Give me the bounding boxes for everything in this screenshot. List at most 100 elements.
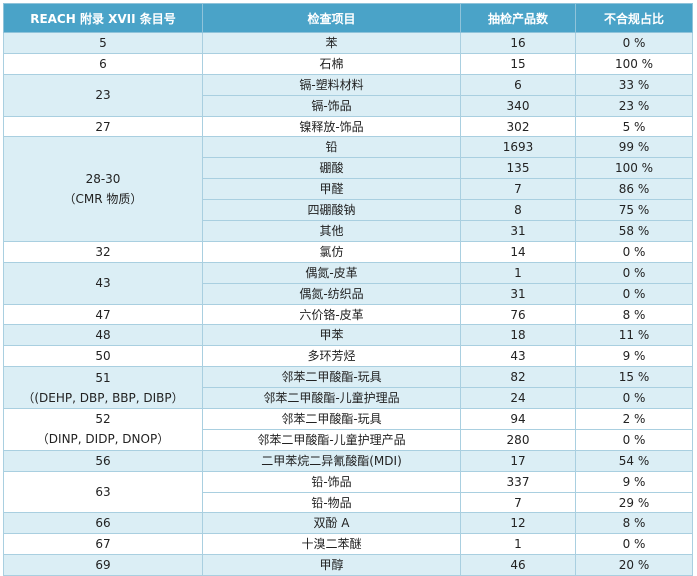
table-row: 28-30 （CMR 物质） 铅 1693 99 % — [3, 136, 693, 242]
entry-line: 69 — [95, 558, 111, 573]
item-cell: 硼酸 — [202, 157, 461, 180]
entry-cell: 50 — [3, 345, 203, 368]
rate-cell: 0 % — [575, 428, 693, 451]
item-cell: 甲醛 — [202, 178, 461, 201]
count-cell: 31 — [460, 282, 576, 305]
rate-cell: 99 % — [575, 136, 693, 159]
entry-line: 63 — [95, 485, 111, 500]
table-row: 48 甲苯 18 11 % — [3, 324, 693, 347]
entry-line: 27 — [95, 119, 111, 134]
entry-cell: 6 — [3, 52, 203, 75]
count-cell: 7 — [460, 178, 576, 201]
entry-line: 48 — [95, 328, 111, 343]
rate-cell: 100 % — [575, 157, 693, 180]
table-row: 52 （DINP, DIDP, DNOP） 邻苯二甲酸酯-玩具 94 2 % — [3, 408, 693, 451]
reach-table: REACH 附录 XVII 条目号 检查项目 抽检产品数 不合规占比 5 苯 16 0 % 6… — [3, 3, 693, 576]
entry-cell: 5 — [3, 32, 203, 54]
count-cell: 24 — [460, 387, 576, 410]
rate-cell: 8 % — [575, 512, 693, 535]
count-cell: 7 — [460, 491, 576, 514]
item-cell: 镍释放-饰品 — [202, 115, 461, 138]
count-cell: 340 — [460, 94, 576, 117]
count-cell: 1 — [460, 533, 576, 556]
table-row: 66 双酚 A 12 8 % — [3, 512, 693, 535]
entry-line: 28-30 — [85, 172, 121, 187]
table-row: 镉-饰品 340 23 % — [4, 94, 693, 117]
rate-cell: 33 % — [575, 73, 693, 96]
count-cell: 46 — [460, 554, 576, 576]
table-row: 51 （(DEHP, DBP, BBP, DIBP） 邻苯二甲酸酯-玩具 82 15 % — [3, 366, 693, 410]
entry-cell: 23 — [3, 73, 203, 117]
rate-cell: 75 % — [575, 199, 693, 222]
entry-cell: 63 — [3, 470, 203, 514]
rate-cell: 2 % — [575, 408, 693, 430]
entry-line: 50 — [95, 349, 111, 364]
table-row: 5 苯 16 0 % — [3, 32, 693, 54]
entry-line: 23 — [95, 88, 111, 103]
table-row: 56 二甲苯烷二异氰酸酯(MDI) 17 54 % — [3, 449, 693, 472]
count-cell: 8 — [460, 199, 576, 222]
item-cell: 偶氮-皮革 — [202, 261, 461, 284]
header-cell: REACH 附录 XVII 条目号 — [3, 3, 203, 33]
item-cell: 双酚 A — [202, 512, 461, 535]
entry-line: 51 — [95, 370, 111, 385]
rate-cell: 54 % — [575, 449, 693, 472]
entry-cell: 48 — [3, 324, 203, 347]
table-body: 5 苯 16 0 % 6 石棉 15 100 % 23 镉-塑料材料 6 33 % 镉-饰品 340 23 … — [3, 32, 693, 576]
table-row: 43 偶氮-皮革 1 0 % — [3, 261, 693, 305]
table-row: 偶氮-纺织品 31 0 % — [4, 282, 693, 305]
rate-cell: 86 % — [575, 178, 693, 201]
item-cell: 铅-物品 — [202, 491, 461, 514]
entry-cell: 66 — [3, 512, 203, 535]
table-row: 6 石棉 15 100 % — [3, 52, 693, 75]
entry-line: 5 — [99, 35, 107, 50]
entry-line: 52 — [95, 412, 111, 427]
rate-cell: 0 % — [575, 533, 693, 556]
item-cell: 邻苯二甲酸酯-玩具 — [202, 408, 461, 430]
count-cell: 337 — [460, 470, 576, 493]
count-cell: 6 — [460, 73, 576, 96]
item-cell: 六价铬-皮革 — [202, 303, 461, 326]
rate-cell: 100 % — [575, 52, 693, 75]
count-cell: 302 — [460, 115, 576, 138]
table-row: 四硼酸钠 8 75 % — [4, 199, 693, 222]
item-cell: 其他 — [202, 220, 461, 242]
header-cell: 检查项目 — [202, 3, 461, 33]
table-row: 47 六价铬-皮革 76 8 % — [3, 303, 693, 326]
table-row: 67 十溴二苯醚 1 0 % — [3, 533, 693, 556]
count-cell: 18 — [460, 324, 576, 347]
count-cell: 76 — [460, 303, 576, 326]
table-row: 27 镍释放-饰品 302 5 % — [3, 115, 693, 138]
entry-cell: 32 — [3, 240, 203, 263]
entry-cell: 56 — [3, 449, 203, 472]
entry-line: 67 — [95, 537, 111, 552]
table-row: 32 氯仿 14 0 % — [3, 240, 693, 263]
entry-line: 66 — [95, 516, 111, 531]
entry-cell: 28-30 （CMR 物质） — [3, 136, 203, 242]
rate-cell: 29 % — [575, 491, 693, 514]
entry-cell: 51 （(DEHP, DBP, BBP, DIBP） — [3, 366, 203, 410]
count-cell: 280 — [460, 428, 576, 451]
table-row: 23 镉-塑料材料 6 33 % — [3, 73, 693, 117]
item-cell: 邻苯二甲酸酯-玩具 — [202, 366, 461, 389]
count-cell: 82 — [460, 366, 576, 389]
entry-line: （CMR 物质） — [63, 192, 143, 207]
entry-line: 32 — [95, 244, 111, 259]
entry-cell: 43 — [3, 261, 203, 305]
item-cell: 邻苯二甲酸酯-儿童护理品 — [202, 387, 461, 410]
count-cell: 1693 — [460, 136, 576, 159]
count-cell: 135 — [460, 157, 576, 180]
item-cell: 铅 — [202, 136, 461, 159]
table-row: 63 铅-饰品 337 9 % — [3, 470, 693, 514]
count-cell: 1 — [460, 261, 576, 284]
entry-cell: 47 — [3, 303, 203, 326]
count-cell: 43 — [460, 345, 576, 368]
entry-cell: 67 — [3, 533, 203, 556]
count-cell: 94 — [460, 408, 576, 430]
table-row: 邻苯二甲酸酯-儿童护理品 24 0 % — [4, 387, 693, 410]
rate-cell: 9 % — [575, 470, 693, 493]
entry-line: （(DEHP, DBP, BBP, DIBP） — [22, 390, 184, 405]
header-cell: 不合规占比 — [575, 3, 693, 33]
item-cell: 氯仿 — [202, 240, 461, 263]
